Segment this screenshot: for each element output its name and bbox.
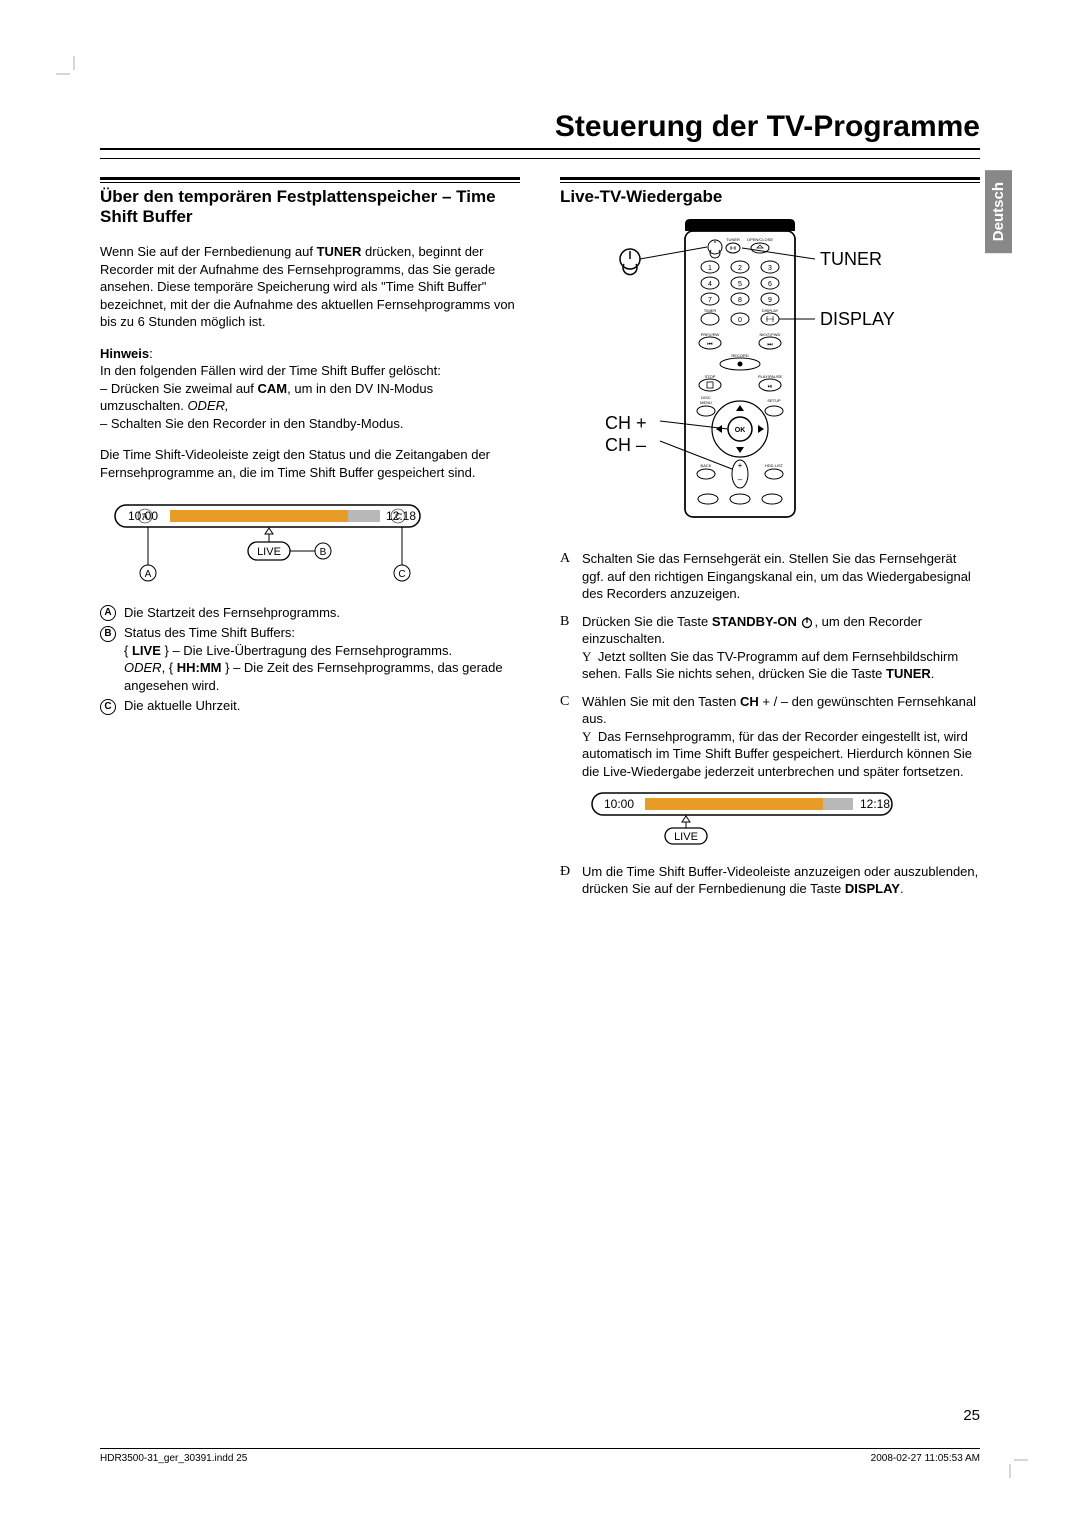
svg-text:SETUP: SETUP (767, 398, 781, 403)
tsb-desc: Die Time Shift-Videoleiste zeigt den Sta… (100, 446, 520, 481)
svg-text:7: 7 (708, 297, 712, 304)
svg-text:–: – (738, 475, 743, 484)
svg-text:+: + (738, 461, 743, 470)
svg-text:4: 4 (708, 281, 712, 288)
svg-text:PREV/RW: PREV/RW (701, 332, 720, 337)
svg-text:CH –: CH – (605, 435, 646, 455)
left-column: Über den temporären Festplattenspeicher … (100, 177, 520, 908)
svg-text:9: 9 (768, 297, 772, 304)
svg-text:OK: OK (735, 427, 746, 434)
svg-text:12:18: 12:18 (860, 797, 890, 811)
svg-text:8: 8 (738, 297, 742, 304)
buffer-intro: Wenn Sie auf der Fernbedienung auf TUNER… (100, 243, 520, 331)
svg-text:⏯: ⏯ (768, 384, 773, 390)
svg-text:10:00: 10:00 (604, 797, 634, 811)
svg-text:RECORD: RECORD (731, 353, 748, 358)
svg-text:C: C (398, 569, 405, 580)
svg-text:DISPLAY: DISPLAY (762, 308, 779, 313)
svg-text:HDD LIST: HDD LIST (765, 463, 784, 468)
svg-text:CH +: CH + (605, 413, 647, 433)
svg-text:OPEN/CLOSE: OPEN/CLOSE (747, 237, 773, 242)
svg-text:C: C (395, 512, 401, 521)
svg-text:NEXT/FWD: NEXT/FWD (760, 332, 781, 337)
svg-text:MENU: MENU (700, 400, 712, 405)
svg-text:DISPLAY: DISPLAY (820, 309, 895, 329)
svg-text:A: A (142, 512, 148, 521)
steps-list-2: Ð Um die Time Shift Buffer-Videoleiste a… (560, 863, 980, 898)
hinweis-block: Hinweis: In den folgenden Fällen wird de… (100, 345, 520, 433)
footer-timestamp: 2008-02-27 11:05:53 AM (871, 1453, 980, 1464)
language-tab: Deutsch (985, 170, 1012, 253)
svg-text:TUNER: TUNER (820, 249, 882, 269)
svg-text:LIVE: LIVE (257, 546, 281, 558)
svg-text:5: 5 (738, 281, 742, 288)
svg-text:2: 2 (738, 265, 742, 272)
svg-text:TIMER: TIMER (704, 308, 717, 313)
svg-text:B: B (320, 547, 327, 558)
page-title: Steuerung der TV-Programme (100, 110, 980, 150)
svg-text:⏭: ⏭ (767, 342, 773, 348)
footer-filename: HDR3500-31_ger_30391.indd 25 (100, 1453, 247, 1464)
right-column: Live-TV-Wiedergabe TUNER OPEN/CLOSE 1 (560, 177, 980, 908)
svg-text:1: 1 (708, 265, 712, 272)
section-heading-buffer: Über den temporären Festplattenspeicher … (100, 187, 520, 227)
svg-text:LIVE: LIVE (674, 831, 698, 843)
svg-text:6: 6 (768, 281, 772, 288)
svg-text:0: 0 (738, 317, 742, 324)
svg-text:PLAY/PAUSE: PLAY/PAUSE (758, 374, 783, 379)
svg-text:TUNER: TUNER (726, 237, 740, 242)
svg-text:A: A (145, 569, 152, 580)
svg-text:12:18: 12:18 (386, 509, 416, 523)
svg-text:STOP: STOP (705, 374, 716, 379)
svg-text:BACK: BACK (701, 463, 712, 468)
timeshift-diagram-small: 10:00 12:18 LIVE (590, 791, 980, 849)
timeshift-diagram-labeled: 10:00 12:18 LIVE A B C A C (110, 500, 520, 590)
svg-text:⏮: ⏮ (707, 342, 713, 348)
svg-text:3: 3 (768, 265, 772, 272)
footer: HDR3500-31_ger_30391.indd 25 2008-02-27 … (100, 1448, 980, 1464)
steps-list: ASchalten Sie das Fernsehgerät ein. Stel… (560, 550, 980, 781)
diagram-legend: ADie Startzeit des Fernsehprogramms. B S… (100, 604, 520, 715)
section-heading-live: Live-TV-Wiedergabe (560, 187, 980, 207)
remote-control-diagram: TUNER OPEN/CLOSE 1 2 3 4 5 6 7 8 9 TIM (560, 219, 980, 532)
page-number: 25 (963, 1407, 980, 1424)
